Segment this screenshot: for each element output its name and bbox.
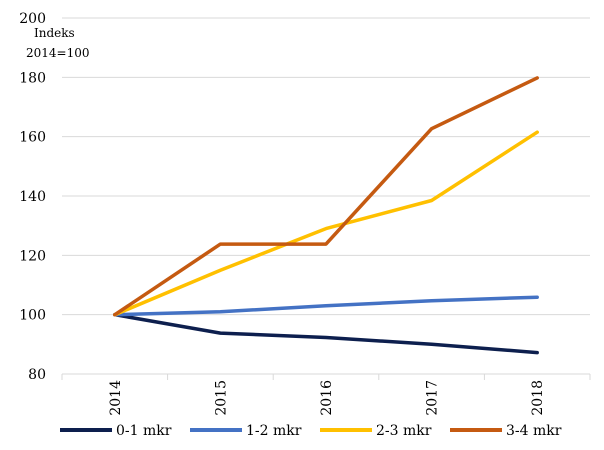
y-tick-label: 180 (19, 70, 46, 86)
series-line (113, 295, 539, 317)
x-tick-label: 2018 (530, 380, 546, 416)
y-tick-label: 120 (19, 248, 46, 264)
y-tick-label: 80 (28, 367, 46, 383)
series-lines (113, 76, 539, 355)
x-tick-label: 2016 (319, 380, 335, 416)
y-tick-label: 140 (19, 189, 46, 205)
series-line (113, 130, 539, 317)
legend: 0-1 mkr 1-2 mkr 2-3 mkr 3-4 mkr (60, 423, 562, 439)
gridlines (62, 17, 590, 316)
x-tick-label: 2015 (213, 380, 229, 416)
x-tick-label: 2014 (108, 380, 124, 416)
legend-label: 1-2 mkr (246, 423, 302, 439)
x-tick-labels: 2014 2015 2016 2017 2018 (108, 380, 546, 416)
legend-label: 3-4 mkr (506, 423, 562, 439)
y-tick-labels: 80 100 120 140 160 180 200 (19, 11, 46, 383)
y-tick-label: 200 (19, 11, 46, 27)
y-tick-label: 160 (19, 130, 46, 146)
axes (61, 373, 591, 380)
series-line (113, 312, 539, 355)
legend-label: 0-1 mkr (116, 423, 172, 439)
series-line (113, 76, 539, 317)
x-tick-label: 2017 (425, 380, 441, 416)
legend-label: 2-3 mkr (376, 423, 432, 439)
y-tick-label: 100 (19, 308, 46, 324)
y-axis-label-line1: Indeks (34, 26, 75, 40)
y-axis-label-line2: 2014=100 (26, 46, 90, 60)
